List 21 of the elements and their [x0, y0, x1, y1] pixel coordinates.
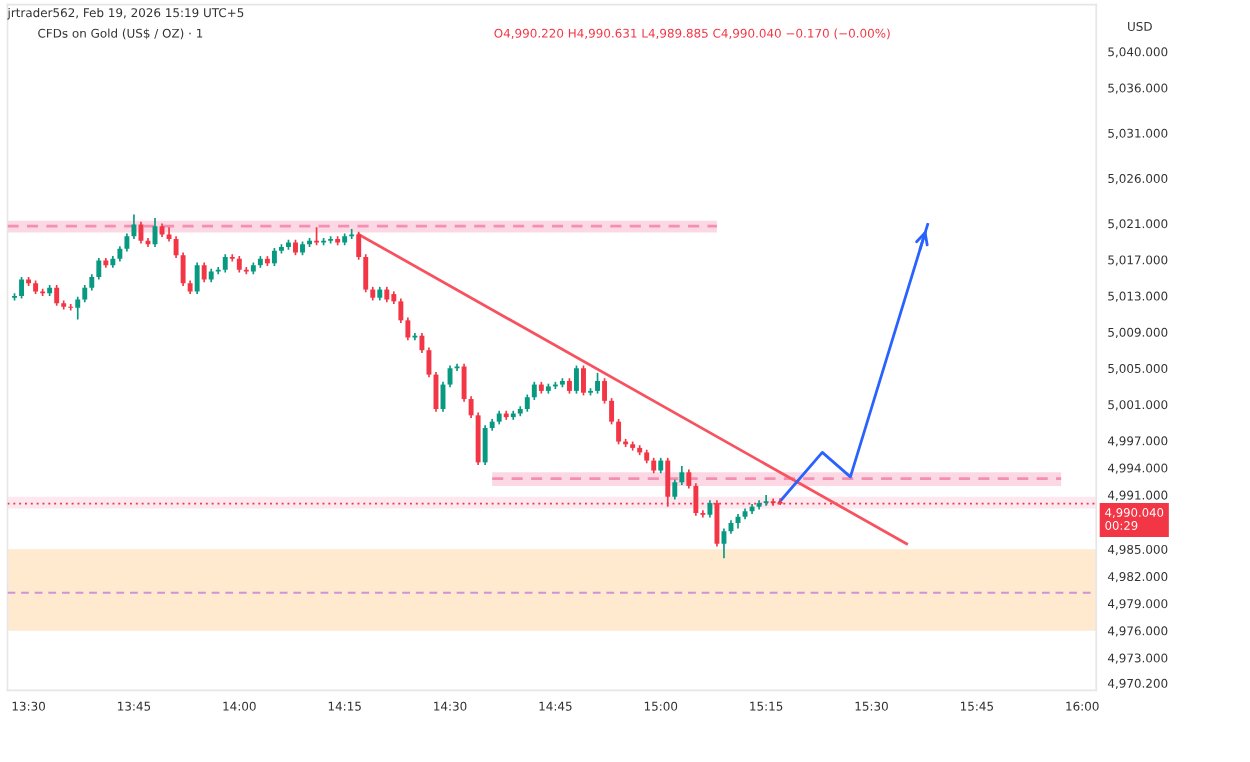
candlestick	[609, 397, 615, 426]
candlestick	[314, 226, 320, 247]
candlestick	[595, 371, 600, 395]
candlestick	[201, 261, 207, 284]
candlestick	[616, 418, 622, 446]
candlestick	[602, 377, 608, 405]
candlestick	[222, 253, 228, 274]
candlestick	[482, 424, 488, 466]
candlestick	[271, 247, 277, 267]
candlestick	[68, 303, 74, 312]
candlestick	[349, 228, 355, 240]
candlestick	[581, 364, 586, 397]
candlestick	[574, 364, 579, 395]
candlestick	[672, 478, 678, 501]
candlestick	[19, 276, 25, 300]
candlestick	[763, 494, 769, 507]
candlestick	[75, 295, 81, 321]
candlestick	[531, 381, 537, 401]
candlestick	[54, 284, 60, 307]
candlestick	[194, 261, 200, 295]
line-series	[778, 223, 930, 503]
